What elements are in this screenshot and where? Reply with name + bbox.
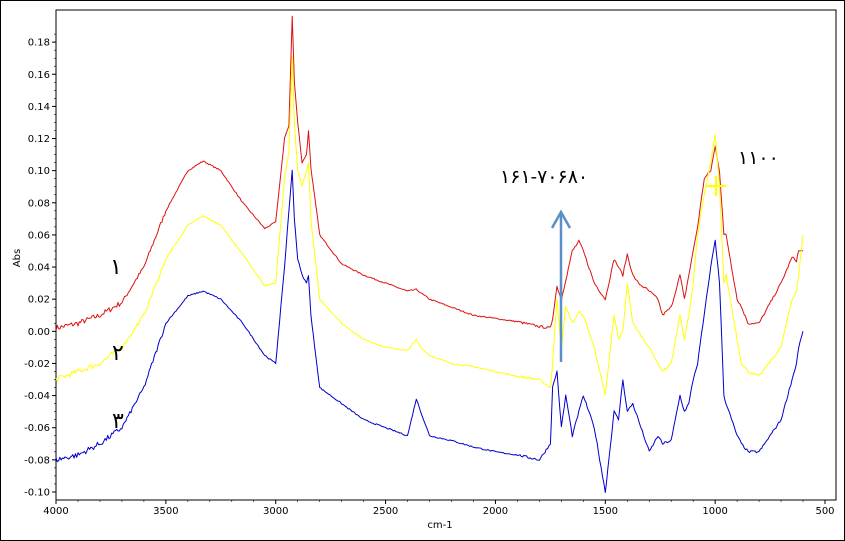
series-line-2: [55, 55, 804, 396]
axis-layer: cm-1 Abs -0.10 -0.08 -0.06 -0.04 -0.02 0.00 0.…: [12, 33, 835, 531]
y-tick-label: -0.08: [24, 455, 50, 466]
y-tick-label: 0.14: [28, 102, 50, 113]
annotation-layer: ١ ٢ ٣ ١۶٧٠-١۶٨٠ ١١٠٠: [110, 147, 779, 434]
y-tick-label: 0.02: [28, 295, 50, 306]
x-tick-label: 3000: [263, 506, 288, 517]
plot-box: [55, 9, 837, 501]
y-tick-label: -0.10: [24, 487, 50, 498]
series-label-2: ٢: [112, 341, 124, 366]
y-tick-label: -0.06: [24, 423, 50, 434]
x-tick-label: 1000: [702, 506, 727, 517]
y-tick-label: -0.02: [24, 359, 50, 370]
x-tick-label: 3500: [153, 506, 178, 517]
series-line-3: [55, 169, 804, 493]
range-annotation: ١۶٧٠-١۶٨٠: [500, 166, 588, 188]
y-tick-label: 0.16: [28, 70, 50, 81]
x-tick-label: 2000: [483, 506, 508, 517]
y-tick-label: -0.04: [24, 391, 50, 402]
series-label-3: ٣: [112, 409, 124, 434]
x-tick-label: 2500: [373, 506, 398, 517]
series-line-1: [55, 15, 804, 332]
series-label-1: ١: [110, 255, 122, 280]
peak-annotation: ١١٠٠: [738, 147, 779, 169]
y-tick-label: 0.10: [28, 166, 50, 177]
y-tick-label: 0.04: [28, 263, 50, 274]
plot-area: [55, 9, 837, 501]
series-layer: [55, 15, 804, 493]
x-tick-label: 1500: [593, 506, 618, 517]
x-tick-label: 500: [815, 506, 834, 517]
y-axis-title: Abs: [12, 249, 23, 267]
y-tick-label: 0.00: [28, 327, 50, 338]
y-tick-label: 0.18: [28, 38, 50, 49]
x-axis-title: cm-1: [427, 520, 452, 531]
y-tick-label: 0.08: [28, 198, 50, 209]
y-tick-label: 0.12: [28, 134, 50, 145]
x-tick-label: 4000: [43, 506, 68, 517]
range-arrow-head: [550, 209, 572, 229]
y-tick-label: 0.06: [28, 230, 50, 241]
